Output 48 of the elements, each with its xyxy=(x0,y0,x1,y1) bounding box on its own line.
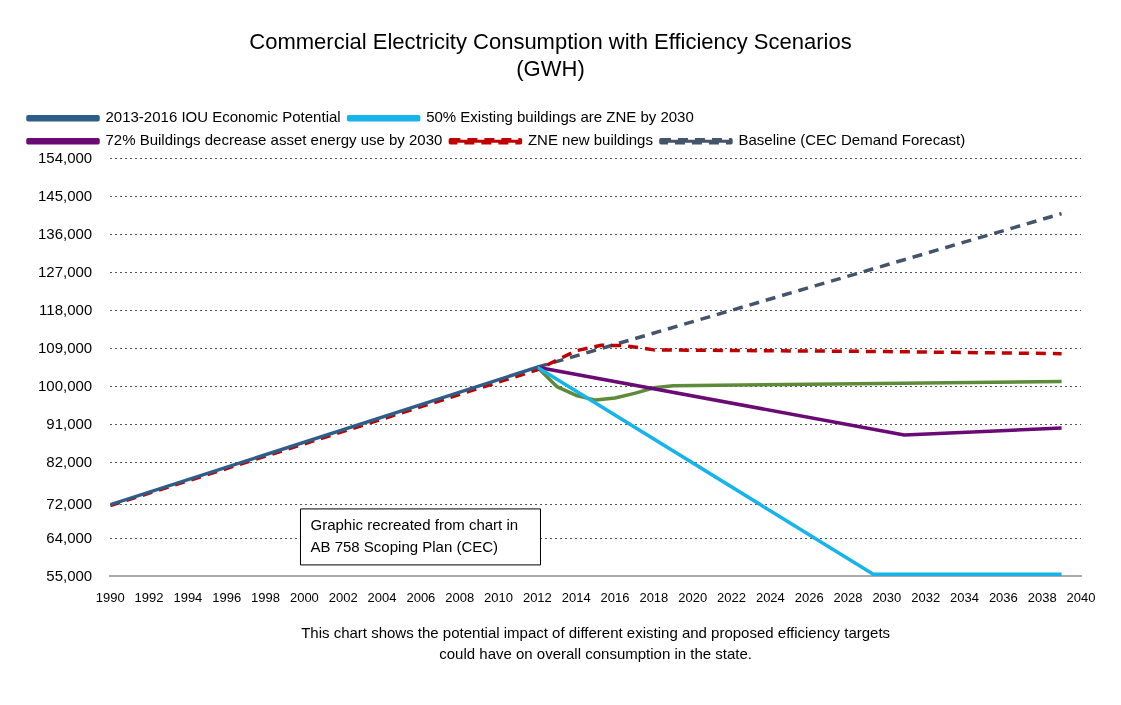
x-tick-label: 2040 xyxy=(1066,589,1096,605)
x-tick-label: 2038 xyxy=(1027,589,1057,605)
text: This chart shows the potential impact of different existing and proposed efficiency targets could have on overall consumption in the state. xyxy=(301,624,891,663)
y-tick-label: 82,000 xyxy=(46,452,93,470)
x-tick-label: 2032 xyxy=(911,589,941,605)
x-tick-label: 2024 xyxy=(755,589,785,605)
chart-subtitle: (GWH) xyxy=(516,55,585,81)
x-tick-label: 2012 xyxy=(522,589,552,605)
x-tick-label: 1996 xyxy=(212,589,242,605)
legend-label: ZNE new buildings xyxy=(527,131,653,149)
y-tick-label: 72,000 xyxy=(46,494,93,512)
x-tick-label: 1998 xyxy=(251,589,281,605)
y-tick-label: 109,000 xyxy=(37,338,93,356)
y-tick-label: 100,000 xyxy=(37,376,93,394)
x-tick-label: 2020 xyxy=(678,589,708,605)
x-tick-label: 2034 xyxy=(950,589,979,605)
x-tick-label: 2002 xyxy=(328,589,358,605)
annotation: Graphic recreated from chart in AB 758 Scoping Plan (CEC) xyxy=(310,515,519,555)
legend-label: 50% Existing buildings are ZNE by 2030 xyxy=(426,108,694,126)
y-tick-label: 127,000 xyxy=(37,262,93,280)
x-tick-label: 2028 xyxy=(833,589,863,605)
x-tick-label: 2036 xyxy=(988,589,1018,605)
chart-title: Commercial Electricity Consumption with Efficiency Scenarios xyxy=(249,29,852,55)
x-tick-label: 2016 xyxy=(600,589,630,605)
y-tick-label: 55,000 xyxy=(46,566,93,584)
x-tick-label: 2022 xyxy=(717,589,746,605)
legend-label: 2013-2016 IOU Economic Potential xyxy=(105,108,341,126)
legend-label: 72% Buildings decrease asset energy use by 2030 xyxy=(105,131,443,149)
x-tick-label: 2014 xyxy=(561,589,591,605)
x-tick-label: 1990 xyxy=(95,589,125,605)
legend-label: Baseline (CEC Demand Forecast) xyxy=(738,131,966,149)
x-tick-label: 2000 xyxy=(289,589,319,605)
x-tick-label: 2026 xyxy=(794,589,824,605)
y-tick-label: 154,000 xyxy=(37,148,93,166)
x-tick-label: 2004 xyxy=(367,589,397,605)
y-tick-label: 118,000 xyxy=(39,300,93,318)
x-tick-label: 2006 xyxy=(406,589,436,605)
y-tick-label: 136,000 xyxy=(37,224,93,242)
x-tick-label: 2030 xyxy=(872,589,902,605)
x-tick-label: 2008 xyxy=(445,589,475,605)
x-tick-label: 1994 xyxy=(173,589,203,605)
x-tick-label: 1992 xyxy=(134,589,164,605)
line-series xyxy=(110,343,1064,508)
y-tick-label: 145,000 xyxy=(37,186,93,204)
x-tick-label: 2010 xyxy=(484,589,513,605)
y-tick-label: 64,000 xyxy=(46,528,93,546)
y-tick-label: 91,000 xyxy=(46,414,93,432)
x-tick-label: 2018 xyxy=(639,589,669,605)
